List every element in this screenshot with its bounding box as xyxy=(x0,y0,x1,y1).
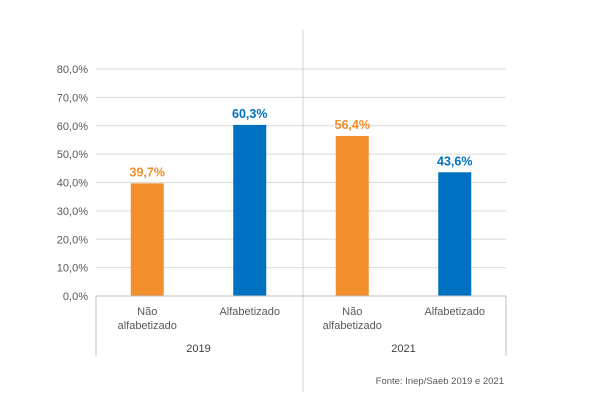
category-label: alfabetizado xyxy=(323,320,382,332)
category-label: Alfabetizado xyxy=(424,306,485,318)
y-tick-label: 40,0% xyxy=(57,178,88,190)
bar xyxy=(233,124,267,297)
data-label: 60,3% xyxy=(232,107,267,121)
y-tick-label: 30,0% xyxy=(57,206,88,218)
category-label: Alfabetizado xyxy=(219,306,280,318)
category-label: Não xyxy=(342,306,362,318)
source-note: Fonte: Inep/Saeb 2019 e 2021 xyxy=(376,376,504,387)
group-labels: 2019 2021 xyxy=(186,343,415,355)
bar xyxy=(335,135,369,296)
y-tick-label: 0,0% xyxy=(63,291,88,303)
bars xyxy=(130,124,472,297)
group-label: 2019 xyxy=(186,343,210,355)
bar xyxy=(130,183,164,296)
y-tick-label: 50,0% xyxy=(57,149,88,161)
y-tick-label: 60,0% xyxy=(57,121,88,133)
y-axis-ticks: 0,0% 10,0% 20,0% 30,0% 40,0% 50,0% 60,0% 70,0% 8… xyxy=(57,64,88,303)
category-labels: Não alfabetizado Alfabetizado Não alfabetiza… xyxy=(118,306,485,332)
data-label: 43,6% xyxy=(437,154,472,168)
category-label: alfabetizado xyxy=(118,320,177,332)
bar xyxy=(438,172,472,296)
data-labels: 39,7% 60,3% 56,4% 43,6% xyxy=(130,107,473,179)
y-tick-label: 10,0% xyxy=(57,263,88,275)
group-label: 2021 xyxy=(391,343,415,355)
data-label: 56,4% xyxy=(335,118,370,132)
y-tick-label: 70,0% xyxy=(57,92,88,104)
category-label: Não xyxy=(137,306,157,318)
gridlines xyxy=(96,68,506,269)
data-label: 39,7% xyxy=(130,165,165,179)
y-tick-label: 80,0% xyxy=(57,64,88,76)
y-tick-label: 20,0% xyxy=(57,234,88,246)
